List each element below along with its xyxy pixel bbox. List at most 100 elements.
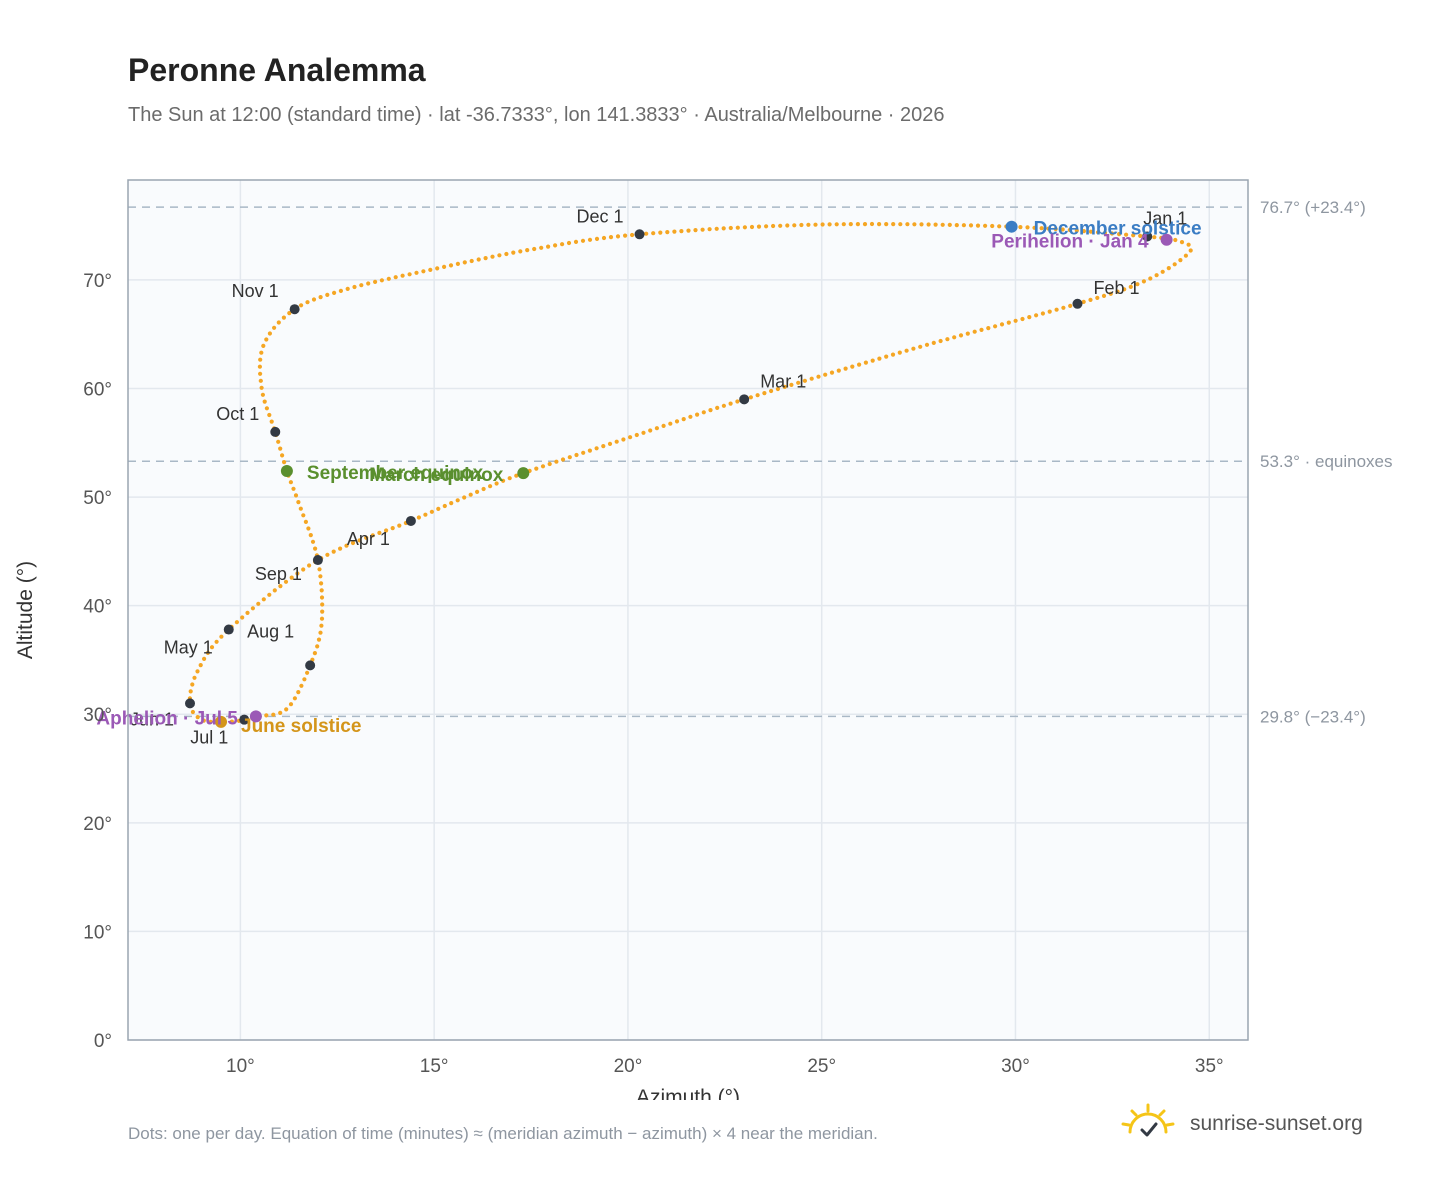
analemma-day-dot [1178,258,1183,263]
analemma-day-dot [214,639,219,644]
analemma-day-dot [608,235,614,240]
x-tick-label: 15° [420,1056,449,1077]
month-marker-label: Apr 1 [347,529,390,549]
analemma-day-dot [344,543,349,548]
month-marker [739,394,750,405]
analemma-day-dot [644,231,649,236]
analemma-day-dot [911,346,916,351]
chart-subtitle: The Sun at 12:00 (standard time) · lat -… [128,104,945,126]
analemma-day-dot [782,384,787,389]
analemma-day-dot [319,588,324,593]
analemma-day-dot [261,343,266,348]
analemma-day-dot [554,459,559,464]
brand[interactable]: sunrise-sunset.org [1120,1100,1363,1148]
analemma-day-dot [295,571,300,576]
analemma-day-dot [318,295,323,300]
analemma-day-dot [1102,230,1108,235]
analemma-day-dot [332,290,337,295]
analemma-day-dot [1053,226,1058,232]
analemma-day-dot [594,446,599,451]
event-marker [1160,233,1173,246]
analemma-day-dot [999,322,1005,327]
analemma-day-dot [421,269,426,274]
analemma-day-dot [823,372,828,377]
analemma-day-dot [1141,279,1146,284]
analemma-day-dot [320,609,325,614]
analemma-day-dot [272,588,277,593]
analemma-day-dot [850,364,855,369]
analemma-day-dot [250,606,255,611]
analemma-day-dot [707,227,712,232]
month-marker-label: Oct 1 [216,404,259,424]
analemma-day-dot [701,410,706,415]
analemma-day-dot [525,248,530,253]
analemma-day-dot [975,223,981,228]
analemma-day-dot [1117,232,1122,237]
analemma-day-dot [511,250,516,255]
analemma-day-dot [1188,248,1193,253]
analemma-day-dot [979,327,984,332]
event-label: December solstice [1034,219,1202,240]
chart-title: Peronne Analemma [128,52,426,88]
analemma-day-dot [338,288,343,293]
analemma-day-dot [601,444,606,449]
event-marker [280,465,293,478]
analemma-day-dot [1088,229,1093,234]
analemma-day-dot [258,378,263,383]
analemma-day-dot [497,253,502,258]
y-axis-label: Altitude (°) [14,561,37,659]
analemma-day-dot [809,376,814,381]
analemma-day-dot [665,230,670,235]
y-tick-label: 50° [83,488,112,509]
analemma-day-dot [475,489,480,494]
analemma-day-dot [728,225,733,231]
analemma-day-dot [630,232,635,238]
analemma-day-dot [414,270,419,275]
analemma-day-dot [775,386,781,392]
month-marker-label: Jan 1 [1143,208,1187,228]
analemma-day-dot [581,450,586,455]
month-markers: Jan 1 Feb 1 Mar 1 Apr 1 May 1 Jun 1 Jul 1 Aug 1… [130,206,1187,747]
analemma-day-dot [299,303,304,308]
x-tick-label: 30° [1001,1056,1030,1077]
analemma-day-dot [338,546,343,551]
analemma-day-dot [594,236,600,241]
reference-line-label: 29.8° (−23.4°) [1260,707,1366,726]
analemma-day-dot [796,380,801,385]
month-marker [1142,231,1153,242]
analemma-day-dot [560,457,566,462]
analemma-day-dot [884,222,889,227]
analemma-day-dot [306,526,311,531]
month-marker-label: Aug 1 [247,621,294,641]
analemma-day-dot [841,222,846,227]
brand-name: sunrise-sunset.org [1190,1112,1363,1135]
analemma-day-dot [539,245,544,250]
analemma-day-dot [264,406,269,411]
analemma-day-dot [547,461,552,467]
plot-area [128,180,1248,1040]
analemma-day-dot [1039,226,1044,231]
y-tick-label: 40° [83,597,112,618]
analemma-day-dot [1148,276,1153,281]
month-marker [405,515,416,526]
analemma-day-dot [1025,225,1030,230]
month-marker [312,555,323,566]
analemma-day-dot [481,486,486,492]
analemma-day-dot [587,448,593,453]
analemma-day-dot [219,634,224,639]
analemma-day-dot [714,226,719,231]
analemma-day-dot [792,223,797,228]
analemma-day-dot [307,563,312,568]
analemma-day-dot [806,222,811,227]
analemma-day-dot [468,492,473,497]
analemma-day-dot [884,354,889,359]
analemma-day-dot [1074,228,1079,233]
analemma-day-dot [284,707,289,712]
x-axis-label: Azimuth (°) [636,1086,740,1100]
analemma-day-dot [476,257,481,262]
analemma-day-dot [534,466,539,471]
analemma-day-dot [259,350,264,355]
analemma-day-dot [947,222,952,227]
month-marker-label: Nov 1 [232,281,279,301]
month-marker [305,660,316,671]
